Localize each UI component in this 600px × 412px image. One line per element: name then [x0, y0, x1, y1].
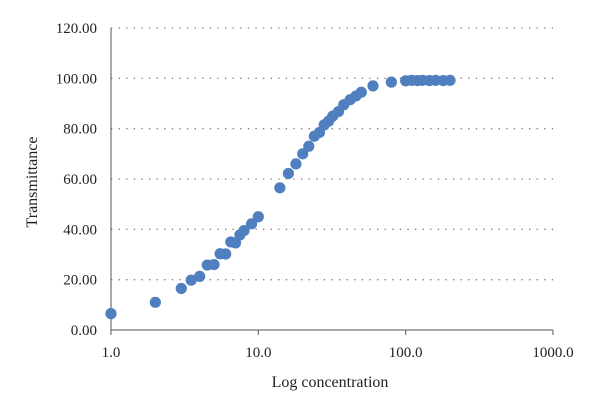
x-axis-title: Log concentration: [272, 374, 389, 391]
data-point: [367, 80, 379, 92]
data-point: [245, 218, 258, 230]
data-point: [105, 308, 117, 320]
y-axis-tick-labels: 0.00 20.00 40.00 60.00 80.00 100.00 120.00: [56, 21, 97, 339]
y-tick-label: 100.00: [56, 71, 97, 87]
data-point: [220, 248, 232, 260]
data-point: [282, 167, 295, 180]
y-axis-title: Transmittance: [24, 137, 41, 228]
data-point: [385, 76, 397, 88]
y-tick-label: 60.00: [63, 172, 97, 188]
data-point: [444, 74, 456, 86]
data-points: [105, 74, 456, 320]
data-point: [238, 224, 250, 237]
gridlines: [111, 27, 553, 281]
data-point: [185, 274, 197, 286]
y-tick-label: 20.00: [63, 273, 97, 289]
data-point: [303, 140, 315, 152]
data-point: [355, 86, 367, 98]
data-point: [149, 296, 161, 308]
x-axis-tick-labels: 1.0 10.0 100.0 1000.0: [102, 345, 574, 361]
y-tick-label: 40.00: [63, 222, 97, 238]
data-point: [175, 282, 187, 295]
data-point: [290, 158, 302, 170]
data-point: [208, 258, 220, 271]
x-tick-label: 1000.0: [532, 345, 573, 361]
data-point: [252, 211, 264, 223]
x-tick-label: 100.0: [389, 345, 423, 361]
data-point: [274, 182, 286, 194]
x-tick-label: 1.0: [102, 345, 121, 361]
data-point: [297, 148, 309, 160]
y-tick-label: 0.00: [71, 323, 97, 339]
y-tick-label: 120.00: [56, 21, 97, 37]
x-axis-ticks: [110, 330, 554, 335]
x-tick-label: 10.0: [245, 345, 271, 361]
data-point: [194, 270, 206, 282]
y-tick-label: 80.00: [63, 122, 97, 138]
